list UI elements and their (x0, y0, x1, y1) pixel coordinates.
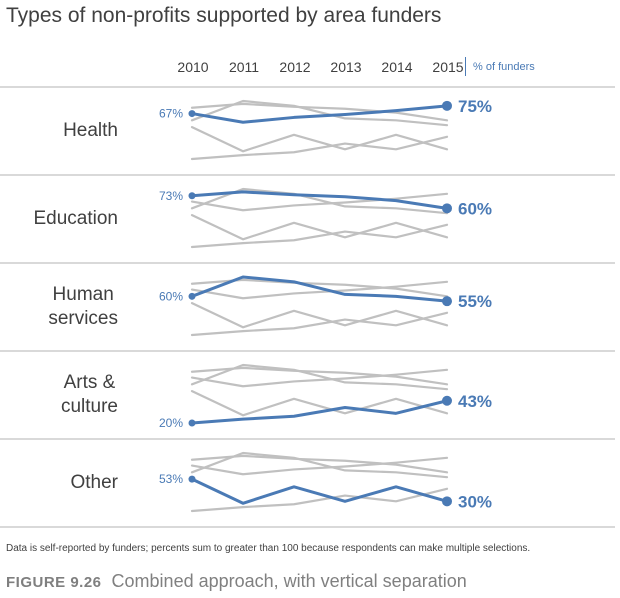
end-value-label: 60% (458, 199, 492, 218)
context-series-line (190, 451, 449, 479)
end-value-label: 30% (458, 492, 492, 511)
panel-divider (0, 350, 615, 352)
context-series-line (190, 363, 449, 391)
end-point (442, 100, 452, 111)
category-label: Human services (48, 284, 118, 329)
year-label: 2010 (177, 59, 209, 75)
category-label: Health (63, 120, 118, 141)
category-label: Arts & culture (60, 372, 118, 417)
highlight-series-line (190, 104, 449, 124)
year-label: 2013 (330, 59, 362, 75)
highlight-series-line (190, 275, 449, 303)
context-series-line (190, 311, 449, 337)
category-label: Education (33, 208, 118, 229)
panel-divider (0, 262, 615, 264)
context-series-line (190, 214, 449, 241)
end-point (442, 395, 452, 406)
panel-divider (0, 438, 615, 440)
highlight-series-line (190, 477, 449, 505)
start-value-label: 67% (159, 107, 183, 121)
figure-caption: FIGURE 9.26 Combined approach, with vert… (6, 571, 467, 592)
year-label: 2015 (432, 59, 464, 75)
start-point (188, 292, 196, 300)
start-value-label: 20% (159, 416, 183, 430)
footnote: Data is self-reported by funders; percen… (6, 543, 531, 554)
end-value-label: 75% (458, 97, 492, 116)
chart-title: Types of non-profits supported by area f… (6, 4, 442, 27)
highlight-series-line (190, 190, 449, 210)
start-point (188, 475, 196, 483)
year-label: 2012 (279, 59, 311, 75)
unit-separator (465, 57, 466, 76)
context-series-line (190, 280, 449, 300)
context-series-line (190, 302, 449, 329)
figure-caption-text: Combined approach, with vertical separat… (111, 571, 467, 591)
end-value-label: 43% (458, 392, 492, 411)
context-series-line (190, 368, 449, 388)
context-series-line (190, 223, 449, 249)
figure-number: FIGURE 9.26 (6, 574, 102, 591)
start-value-label: 73% (159, 189, 183, 203)
start-value-label: 53% (159, 472, 183, 486)
unit-label: % of funders (473, 61, 535, 73)
context-series-line (190, 125, 449, 153)
context-series-line (190, 390, 449, 417)
panel-divider (0, 526, 615, 528)
start-value-label: 60% (159, 289, 183, 303)
end-point (442, 496, 452, 507)
context-series-line (190, 192, 449, 212)
year-label: 2011 (228, 59, 260, 75)
category-label: Other (70, 472, 118, 493)
context-series-line (190, 456, 449, 476)
panel-divider (0, 86, 615, 88)
highlight-series-line (190, 399, 449, 425)
chart-plot: 67% 75% 73% 60% 60% 55% 20% 43% 53% 30% (159, 97, 492, 513)
panel-divider (0, 174, 615, 176)
context-series-line (190, 135, 449, 161)
end-point (442, 296, 452, 307)
year-label: 2014 (381, 59, 413, 75)
end-point (442, 203, 452, 214)
start-point (188, 110, 196, 118)
end-value-label: 55% (458, 292, 492, 311)
context-series-line (190, 487, 449, 513)
start-point (188, 192, 196, 200)
context-series-line (190, 99, 449, 127)
start-point (188, 419, 196, 427)
